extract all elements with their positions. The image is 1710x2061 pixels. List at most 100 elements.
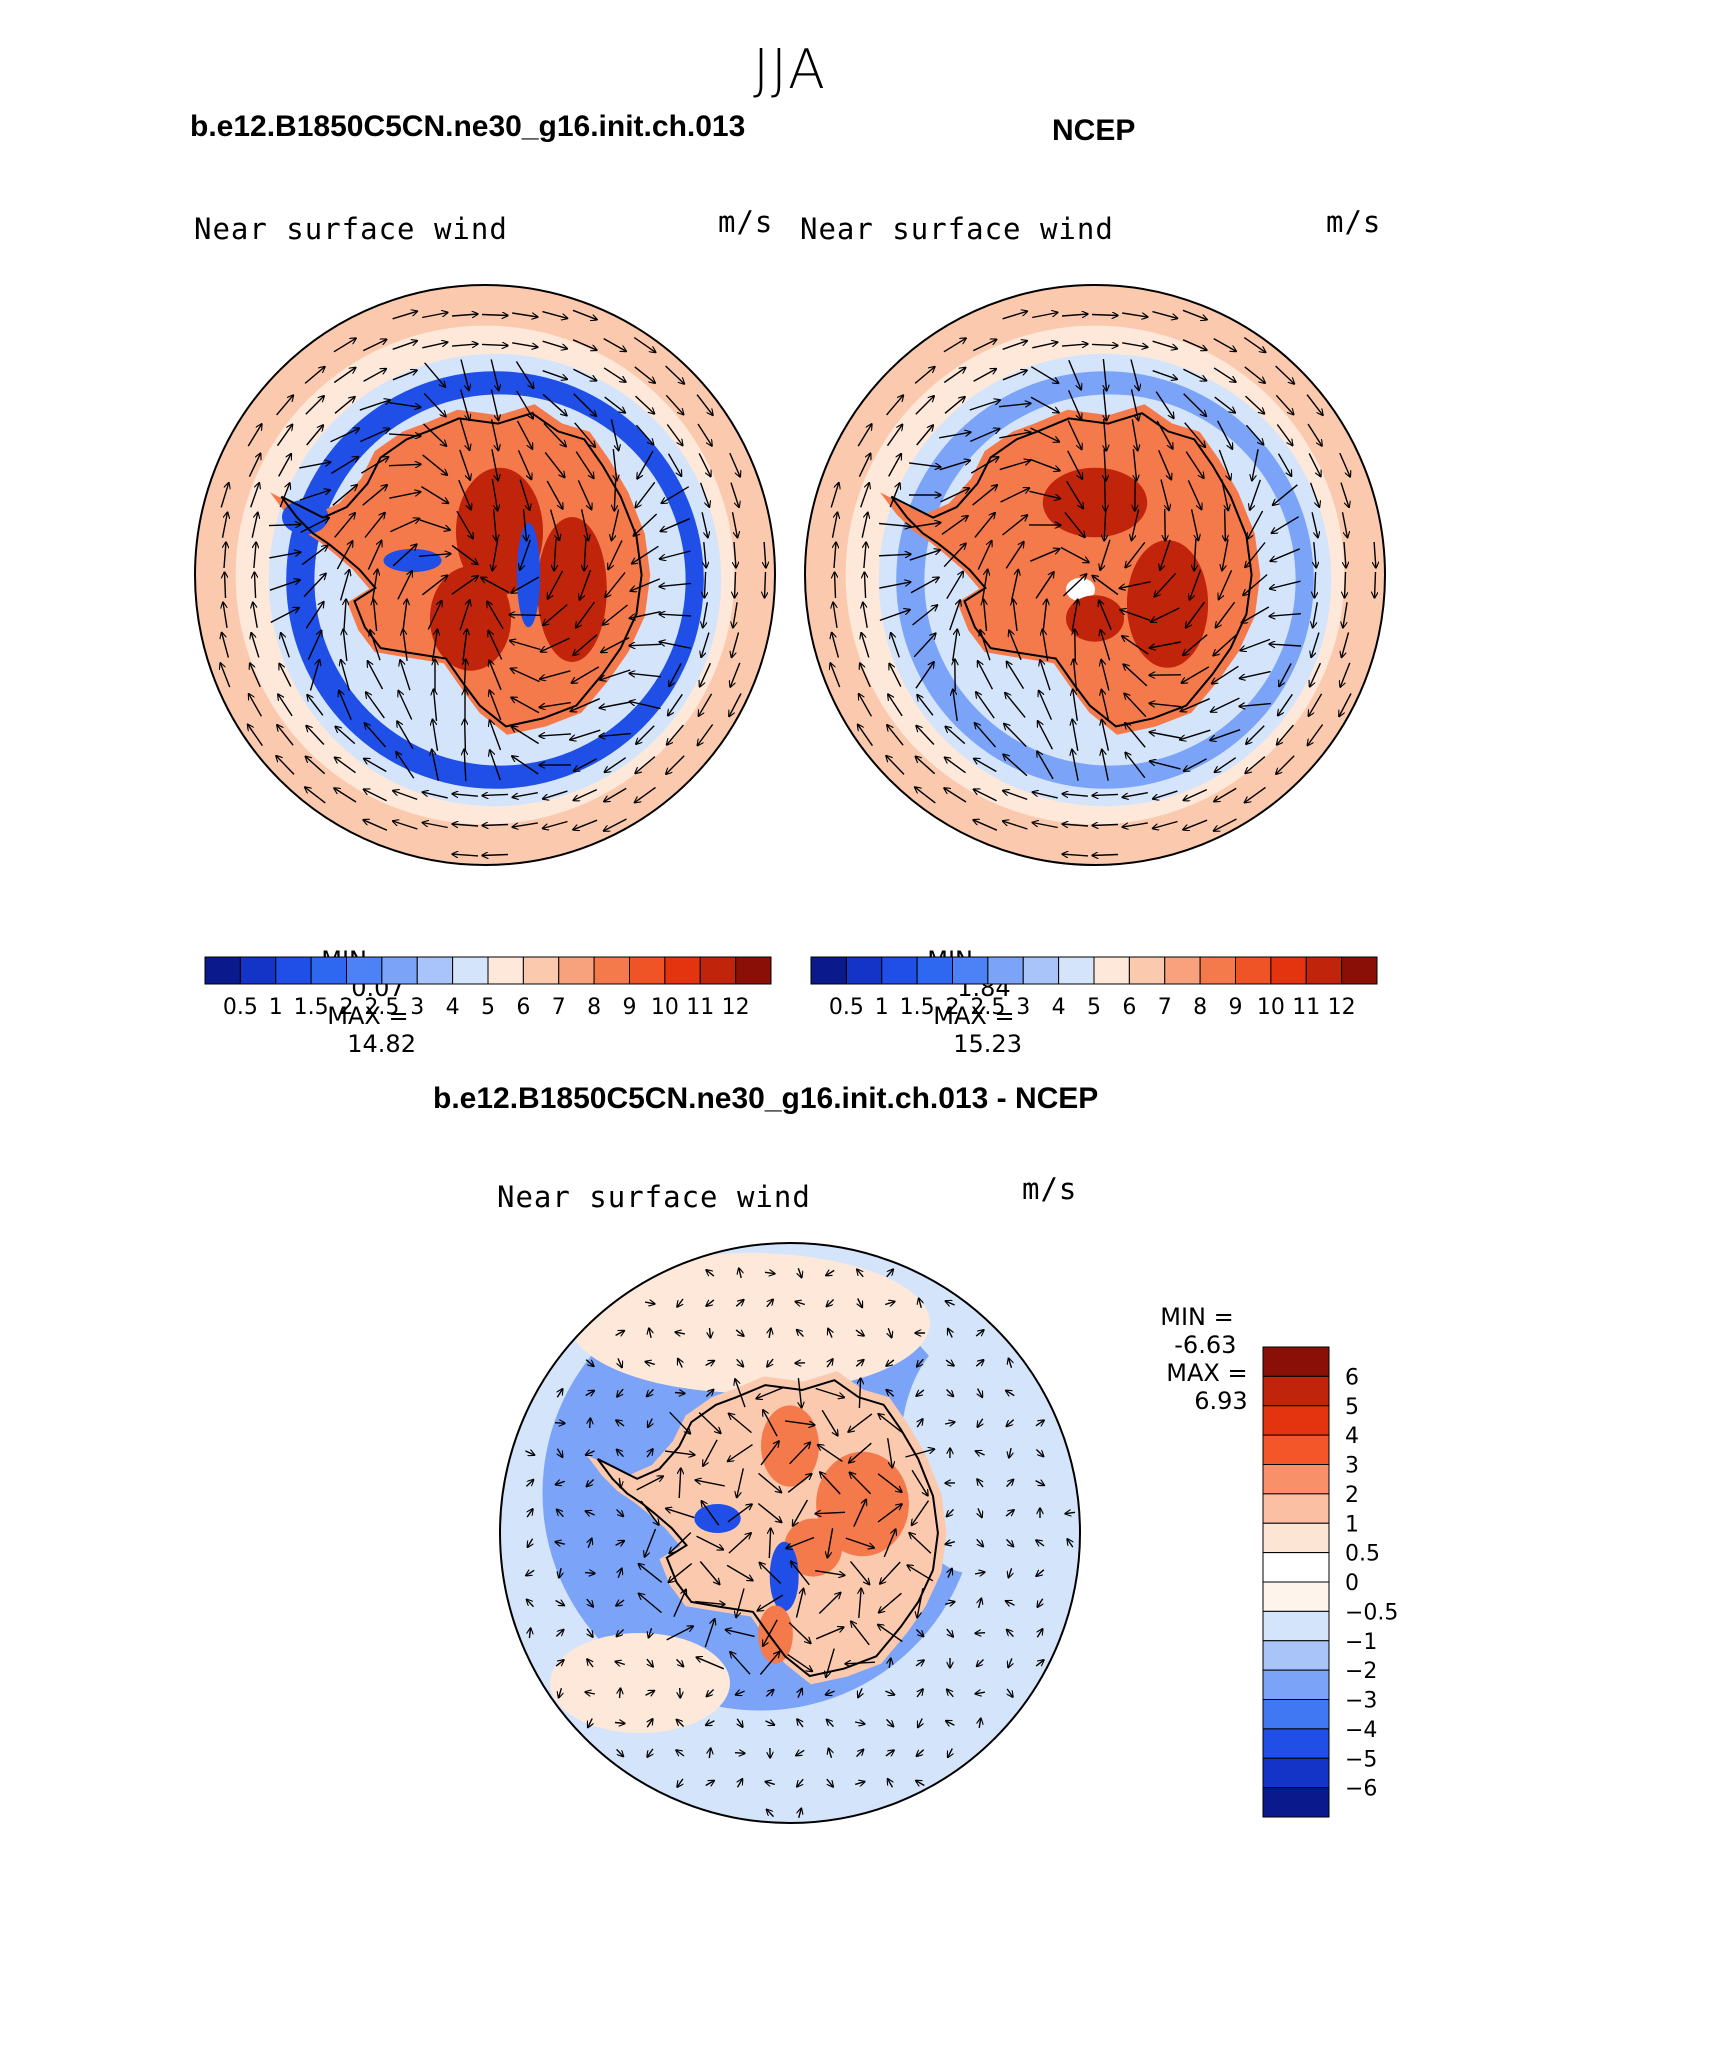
colorbar-tick-label: 4 — [1345, 1424, 1359, 1449]
wind-vector-arrow — [975, 723, 997, 748]
wind-vector-arrow — [1092, 825, 1119, 826]
wind-vector-arrow — [362, 339, 386, 352]
wind-vector-arrow — [364, 759, 387, 773]
wind-vector-arrow — [422, 454, 448, 475]
wind-vector-arrow — [456, 510, 473, 539]
wind-vector-arrow — [939, 432, 971, 439]
wind-vector-arrow — [542, 393, 567, 415]
wind-vector-arrow — [1032, 342, 1057, 349]
wind-vector-arrow — [1152, 370, 1178, 380]
wind-vector-arrow — [978, 1388, 983, 1398]
wind-vector-arrow — [674, 1393, 685, 1394]
wind-vector-arrow — [1029, 458, 1060, 470]
wind-vector-arrow — [1269, 644, 1302, 646]
wind-vector-arrow — [305, 787, 326, 804]
wind-vector-arrow — [969, 400, 1000, 411]
wind-vector-arrow — [1104, 389, 1107, 421]
wind-vector-arrow — [939, 460, 971, 471]
wind-vector-arrow — [278, 454, 292, 477]
difference-colorbar: 6 5 4 3 2 1 0.5 0 −0.5 −1 −2 −3 −4 −5 −6 — [1262, 1346, 1398, 1818]
colorbar-tick-label: 7 — [552, 995, 566, 1020]
wind-vector-arrow — [542, 310, 567, 319]
wind-vector-arrow — [1215, 601, 1236, 628]
wind-vector-arrow — [706, 1270, 715, 1277]
wind-vector-arrow — [1314, 571, 1315, 598]
wind-vector-arrow — [482, 855, 509, 856]
wind-vector-arrow — [1180, 698, 1210, 712]
colorbar-tick-label: 3 — [1345, 1454, 1359, 1479]
wind-vector-arrow — [974, 1572, 985, 1574]
wind-vector-arrow — [1064, 512, 1085, 538]
wind-vector-arrow — [696, 394, 713, 416]
wind-vector-arrow — [764, 1272, 775, 1273]
colorbar-swatch — [735, 956, 772, 985]
wind-vector-arrow — [879, 610, 910, 622]
wind-vector-arrow — [943, 543, 966, 568]
colorbar-tick-label: 1 — [269, 995, 283, 1020]
wind-vector-arrow — [1030, 549, 1059, 562]
ncep-map-boundary — [804, 284, 1386, 866]
wind-vector-arrow — [251, 633, 260, 658]
wind-vector-arrow — [482, 794, 509, 795]
colorbar-tick-label: 6 — [1345, 1365, 1359, 1390]
wind-vector-arrow — [945, 1301, 955, 1305]
colorbar-swatch — [845, 956, 883, 985]
wind-vector-arrow — [633, 337, 655, 353]
wind-vector-arrow — [732, 632, 740, 658]
wind-vector-arrow — [460, 389, 470, 421]
wind-vector-arrow — [915, 1628, 923, 1637]
wind-vector-arrow — [1030, 396, 1059, 412]
wind-vector-arrow — [525, 1480, 533, 1487]
model-map-boundary — [194, 284, 776, 866]
wind-vector-arrow — [909, 550, 940, 561]
wind-vector-arrow — [666, 755, 685, 774]
wind-vector-arrow — [695, 1480, 725, 1487]
wind-vector-arrow — [885, 1691, 894, 1695]
wind-vector-arrow — [879, 1592, 902, 1612]
colorbar-swatch — [1262, 1493, 1330, 1524]
wind-vector-arrow — [299, 490, 330, 501]
wind-vector-arrow — [1125, 752, 1146, 779]
wind-vector-arrow — [1252, 449, 1259, 480]
wind-vector-arrow — [1374, 541, 1376, 568]
wind-vector-arrow — [728, 1444, 753, 1462]
wind-speed-patch — [429, 566, 512, 671]
figure-title: JJA — [753, 38, 827, 101]
colorbar-swatch — [1270, 956, 1307, 985]
wind-vector-arrow — [1245, 424, 1263, 445]
wind-vector-arrow — [599, 734, 631, 737]
wind-vector-arrow — [855, 1330, 864, 1336]
wind-vector-arrow — [645, 1691, 655, 1696]
wind-vector-arrow — [339, 570, 350, 601]
wind-vector-arrow — [577, 480, 591, 509]
panel2-max-label: MAX = — [933, 1002, 1015, 1030]
wind-vector-arrow — [665, 1450, 695, 1455]
wind-vector-arrow — [700, 662, 712, 687]
wind-vector-arrow — [1340, 662, 1351, 687]
wind-vector-arrow — [220, 483, 229, 508]
wind-vector-arrow — [452, 824, 479, 826]
colorbar-tick-label: 4 — [446, 995, 460, 1020]
wind-vector-arrow — [830, 483, 839, 508]
wind-vector-arrow — [697, 423, 712, 446]
wind-vector-arrow — [543, 790, 568, 799]
wind-vector-arrow — [668, 693, 683, 715]
wind-vector-arrow — [587, 1659, 593, 1668]
difference-positive-patch — [570, 1253, 930, 1393]
wind-vector-arrow — [1190, 569, 1202, 600]
wind-vector-arrow — [798, 1378, 801, 1408]
wind-vector-arrow — [944, 1422, 955, 1424]
wind-vector-arrow — [738, 1779, 743, 1788]
colorbar-swatch — [1235, 956, 1272, 985]
wind-vector-arrow — [339, 690, 352, 720]
wind-vector-arrow — [603, 337, 627, 352]
wind-vector-arrow — [1125, 541, 1146, 567]
wind-vector-arrow — [849, 1442, 872, 1463]
wind-vector-arrow — [1245, 542, 1266, 568]
wind-vector-arrow — [1183, 634, 1208, 656]
wind-vector-arrow — [1119, 581, 1151, 589]
wind-vector-arrow — [1155, 391, 1174, 419]
wind-vector-arrow — [555, 1481, 565, 1484]
wind-vector-arrow — [826, 1778, 833, 1787]
wind-vector-arrow — [888, 454, 902, 477]
